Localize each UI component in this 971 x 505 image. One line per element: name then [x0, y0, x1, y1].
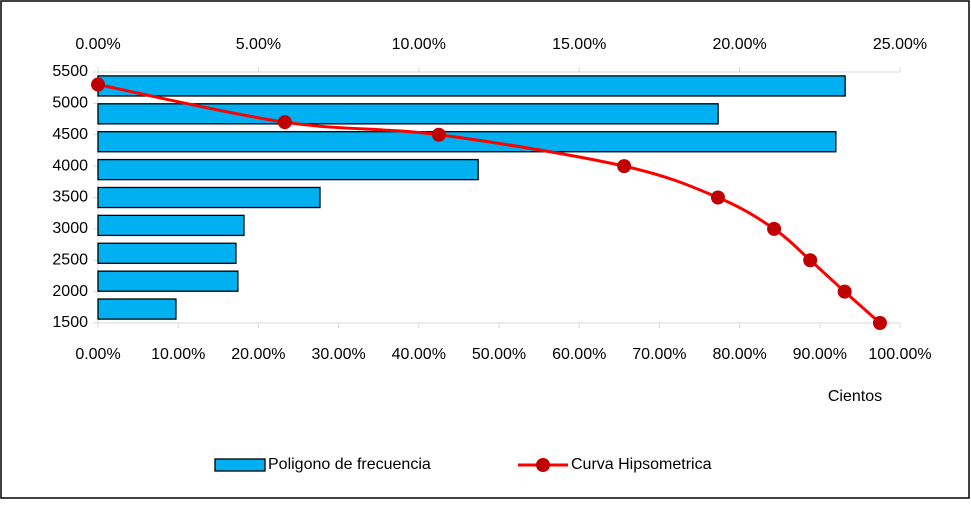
bar [97, 186, 321, 209]
top-tick-label: 5.00% [236, 36, 281, 53]
y-tick-label: 2500 [52, 251, 88, 268]
y-tick-label: 5500 [52, 63, 88, 80]
bar [97, 298, 177, 320]
x-tick-label: 90.00% [793, 346, 847, 363]
x-tick-label: 60.00% [552, 346, 606, 363]
marker [837, 284, 852, 299]
legend-label: Curva Hipsometrica [571, 456, 712, 473]
marker [710, 190, 725, 205]
y-tick-label: 4000 [52, 157, 88, 174]
marker [803, 253, 818, 268]
marker [767, 221, 782, 236]
bar [97, 75, 846, 97]
legend-label: Poligono de frecuencia [268, 456, 431, 473]
x-tick-label: 10.00% [151, 346, 205, 363]
marker [431, 127, 446, 142]
top-tick-label: 0.00% [75, 36, 120, 53]
y-tick-label: 2000 [52, 283, 88, 300]
y-tick-label: 5000 [52, 95, 88, 112]
top-tick-label: 20.00% [712, 36, 766, 53]
x-tick-label: 100.00% [868, 346, 931, 363]
marker [872, 316, 887, 330]
x-axis-label: Cientos [828, 388, 882, 405]
legend-swatch [536, 458, 550, 472]
x-tick-label: 70.00% [632, 346, 686, 363]
bar [97, 103, 719, 125]
legend-swatch [214, 458, 266, 472]
x-tick-label: 80.00% [712, 346, 766, 363]
top-tick-label: 10.00% [392, 36, 446, 53]
bar [97, 214, 245, 237]
marker [91, 77, 105, 92]
marker [277, 115, 292, 130]
y-tick-label: 4500 [52, 126, 88, 143]
bar [97, 131, 837, 153]
x-tick-label: 20.00% [231, 346, 285, 363]
top-tick-label: 15.00% [552, 36, 606, 53]
y-tick-label: 1500 [52, 314, 88, 331]
bar [97, 242, 237, 264]
x-tick-label: 0.00% [75, 346, 120, 363]
x-tick-label: 40.00% [392, 346, 446, 363]
top-tick-label: 25.00% [873, 36, 927, 53]
bar [97, 270, 239, 292]
y-tick-label: 3000 [52, 220, 88, 237]
x-tick-label: 50.00% [472, 346, 526, 363]
y-tick-label: 3500 [52, 189, 88, 206]
marker [617, 159, 632, 174]
bar [97, 158, 479, 181]
x-tick-label: 30.00% [311, 346, 365, 363]
